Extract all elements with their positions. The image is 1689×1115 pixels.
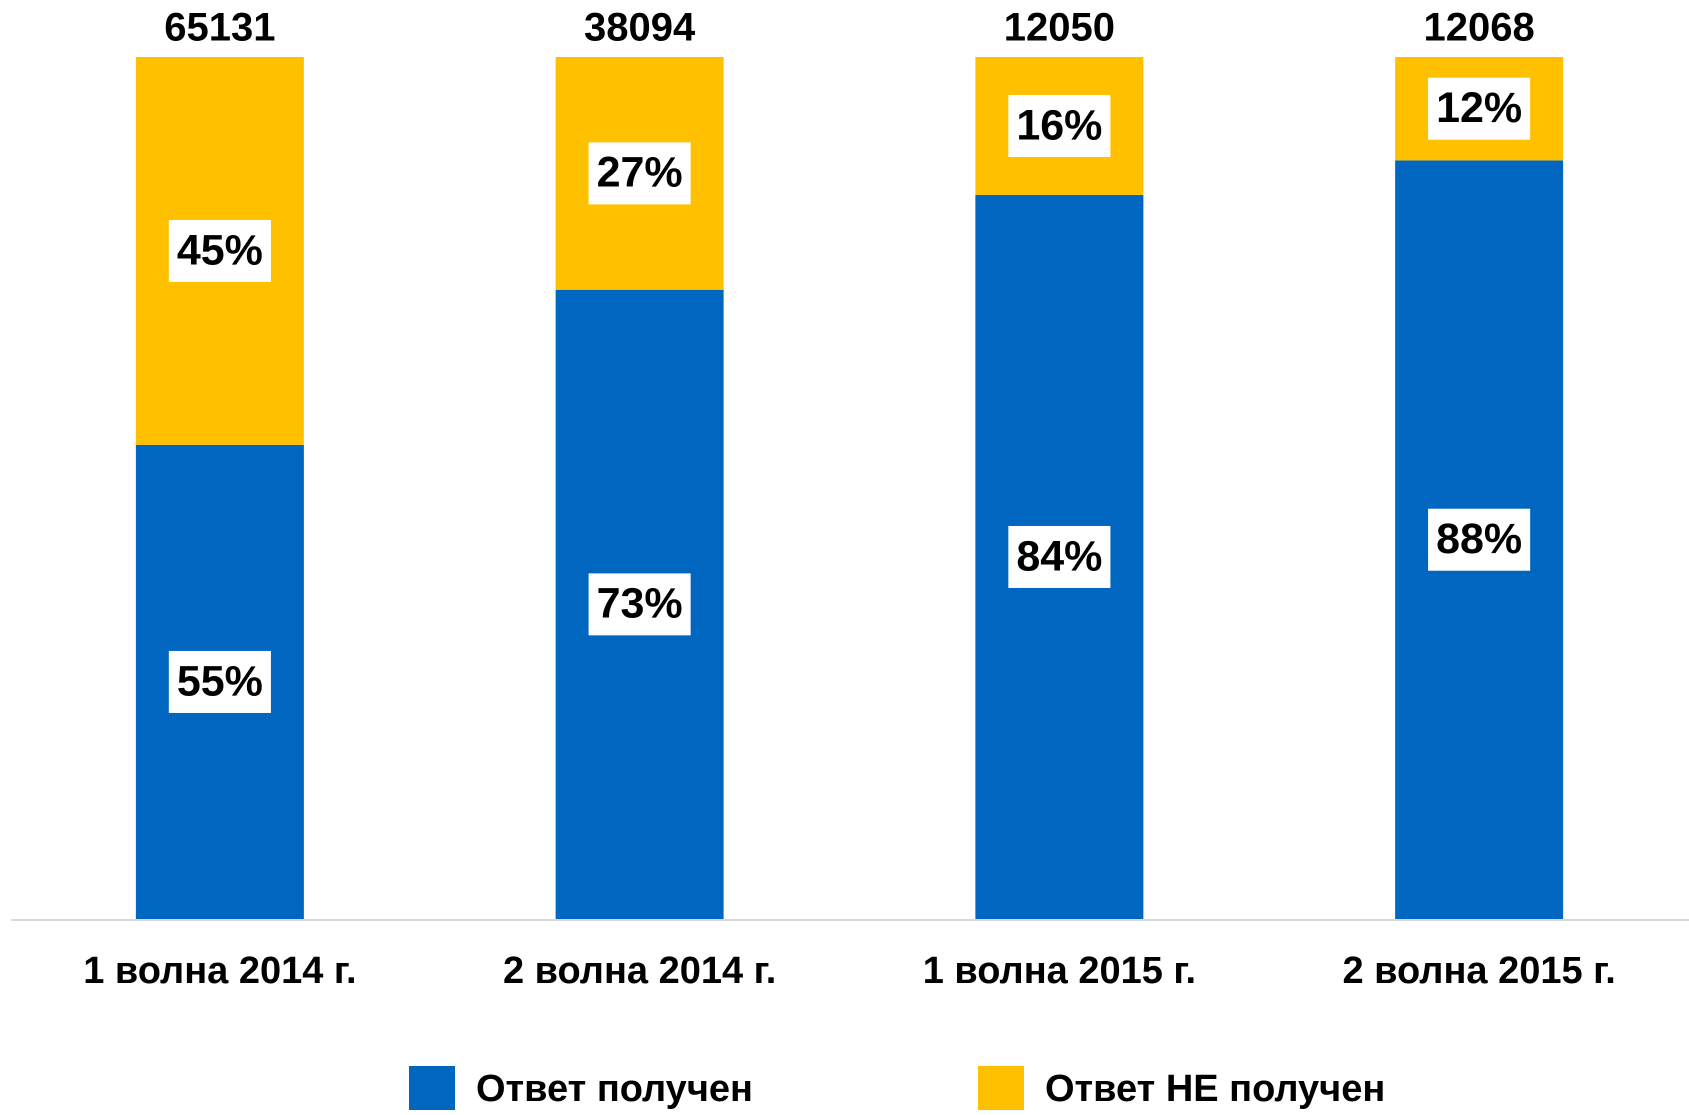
legend-swatch <box>409 1066 455 1110</box>
data-label-box <box>1008 525 1111 588</box>
x-tick-label: 1 волна 2015 г. <box>923 950 1196 992</box>
data-label: 55% <box>177 657 263 705</box>
data-label: 88% <box>1436 515 1522 563</box>
total-label: 38094 <box>584 6 696 50</box>
data-label-box <box>588 573 691 636</box>
data-label-box <box>1428 77 1531 140</box>
data-label-box <box>1008 94 1111 157</box>
x-tick-label: 1 волна 2014 г. <box>83 950 356 992</box>
legend-swatch <box>978 1066 1024 1110</box>
data-label: 45% <box>177 226 263 274</box>
data-label-box <box>168 219 271 282</box>
data-label-box <box>1428 508 1531 571</box>
legend-label: Ответ получен <box>476 1068 753 1110</box>
x-tick-label: 2 волна 2015 г. <box>1342 950 1615 992</box>
total-label: 12068 <box>1424 6 1535 50</box>
data-label-box <box>168 650 271 713</box>
data-label: 73% <box>597 580 683 628</box>
total-label: 12050 <box>1004 6 1115 50</box>
data-label: 16% <box>1016 101 1102 149</box>
data-label: 12% <box>1436 84 1522 132</box>
legend-label: Ответ НЕ получен <box>1045 1068 1385 1110</box>
total-label: 65131 <box>164 6 275 50</box>
data-label: 27% <box>597 149 683 197</box>
x-tick-label: 2 волна 2014 г. <box>503 950 776 992</box>
data-label: 84% <box>1016 532 1102 580</box>
data-label-box <box>588 142 691 205</box>
